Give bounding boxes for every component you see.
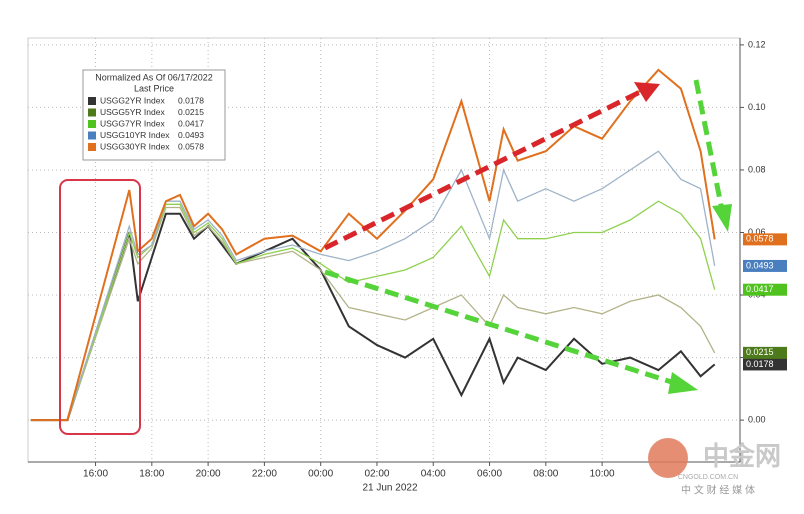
y-tick-label: 0.10 xyxy=(748,102,766,112)
legend-swatch xyxy=(88,143,96,151)
legend-swatch xyxy=(88,131,96,140)
last-price-tag xyxy=(743,259,787,272)
legend-value: 0.0215 xyxy=(178,107,204,117)
series-line xyxy=(30,200,716,421)
watermark-tagline: 中 文 财 经 媒 体 xyxy=(681,484,755,497)
green-arrow-head xyxy=(668,372,698,394)
legend-swatch xyxy=(88,108,96,117)
legend-label: USGG5YR Index xyxy=(100,107,165,117)
x-tick-label: 22:00 xyxy=(252,469,277,480)
legend-title: Normalized As Of 06/17/2022 xyxy=(95,72,213,82)
y-tick-label: 0.12 xyxy=(748,39,766,49)
legend-swatch xyxy=(88,120,96,128)
x-tick-label: 02:00 xyxy=(364,469,389,480)
x-tick-label: 20:00 xyxy=(196,469,221,480)
legend-label: USGG10YR Index xyxy=(100,130,170,140)
x-tick-label: 16:00 xyxy=(83,469,108,480)
last-price-label: 0.0215 xyxy=(746,347,774,357)
last-price-tag xyxy=(743,283,787,296)
legend: Normalized As Of 06/17/2022 Last Price xyxy=(82,69,226,161)
watermark-logo xyxy=(648,438,688,478)
legend-value: 0.0578 xyxy=(178,141,204,151)
last-price-tag xyxy=(743,346,787,359)
y-tick-label: 0.08 xyxy=(748,164,766,174)
date-annotation: 21 Jun 2022 xyxy=(362,483,417,494)
x-tick-label: 04:00 xyxy=(421,469,446,480)
last-price-tag xyxy=(743,358,787,371)
y-tick-label: 0.06 xyxy=(748,227,766,237)
watermark-brand: 中金网 xyxy=(703,441,781,471)
red-arrow-head xyxy=(634,82,660,102)
highlight-box xyxy=(59,179,141,435)
x-tick-label: 06:00 xyxy=(477,469,502,480)
x-tick-label: 08:00 xyxy=(533,469,558,480)
legend-box xyxy=(82,69,226,161)
last-price-label: 0.0178 xyxy=(746,359,774,369)
x-tick-label: 00:00 xyxy=(308,469,333,480)
last-price-label: 0.0493 xyxy=(746,260,774,270)
green-arrow xyxy=(693,79,725,211)
green-arrow-head xyxy=(712,204,732,232)
last-price-tag xyxy=(743,233,787,246)
last-price-label: 0.0578 xyxy=(746,234,774,244)
last-price-label: 0.0417 xyxy=(746,284,774,294)
legend-value: 0.0493 xyxy=(178,130,204,140)
red-arrow xyxy=(323,89,642,251)
legend-value: 0.0417 xyxy=(178,118,204,128)
legend-label: USGG7YR Index xyxy=(100,118,165,128)
legend-label: USGG30YR Index xyxy=(100,141,170,151)
watermark-site: CNGOLD.COM.CN xyxy=(678,474,738,481)
series-line xyxy=(30,206,716,421)
series-line xyxy=(30,68,716,422)
legend-value: 0.0178 xyxy=(178,95,204,105)
x-tick-label: 10:00 xyxy=(590,469,615,480)
x-tick-label: 18:00 xyxy=(139,469,164,480)
y-tick-label: 0.00 xyxy=(748,414,766,424)
legend-swatch xyxy=(88,97,96,105)
legend-subtitle: Last Price xyxy=(134,83,174,93)
legend-label: USGG2YR Index xyxy=(100,95,165,105)
